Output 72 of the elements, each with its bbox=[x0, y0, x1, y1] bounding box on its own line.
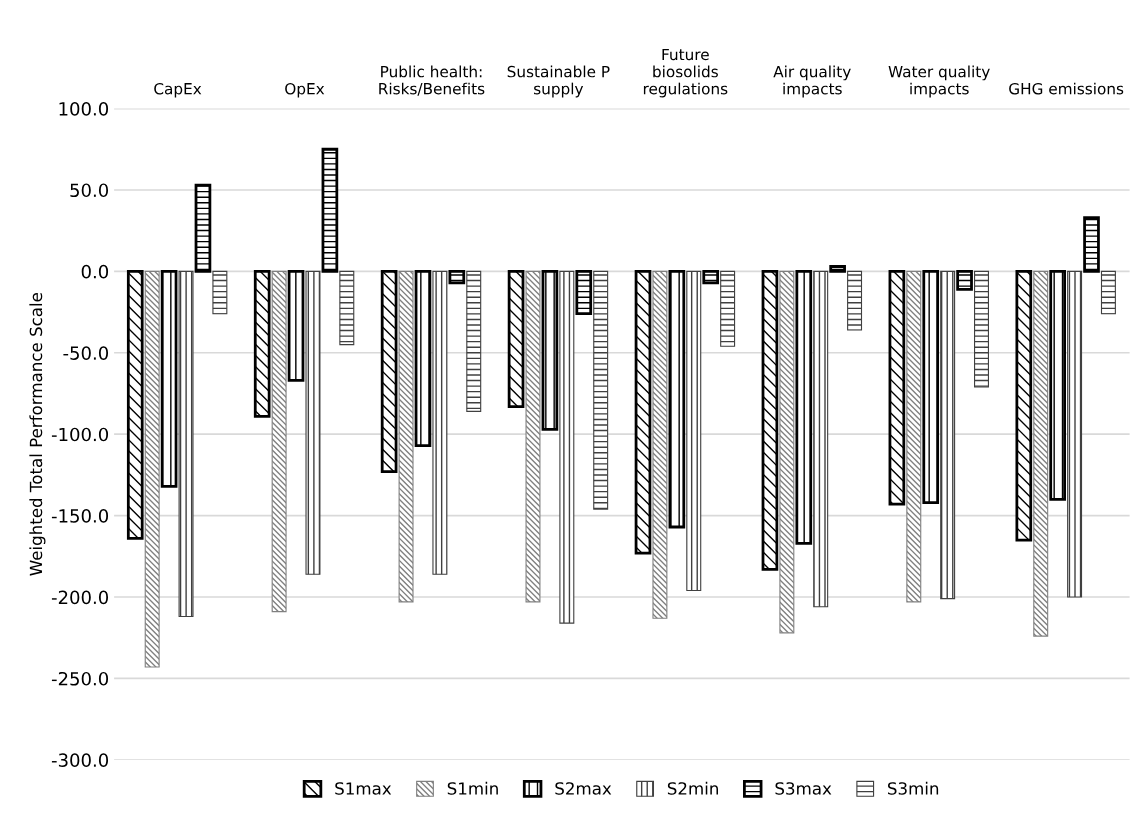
bar bbox=[448, 269, 466, 285]
y-tick-label: -50.0 bbox=[63, 346, 109, 360]
y-tick-label: -150.0 bbox=[51, 509, 109, 523]
y-tick-label: 100.0 bbox=[59, 102, 109, 116]
bar bbox=[956, 269, 973, 291]
x-tick-label: Future biosolids regulations bbox=[643, 48, 728, 98]
bar bbox=[339, 270, 355, 346]
bar bbox=[432, 270, 448, 575]
x-tick-label: Public health: Risks/Benefits bbox=[379, 65, 485, 96]
bar bbox=[575, 269, 593, 316]
bar bbox=[720, 270, 736, 347]
y-tick-label: -200.0 bbox=[51, 590, 109, 605]
legend-label: S3max bbox=[775, 782, 832, 795]
bar bbox=[795, 269, 813, 545]
bar bbox=[779, 270, 795, 634]
bar bbox=[253, 269, 271, 418]
bar bbox=[813, 270, 829, 608]
bar bbox=[144, 270, 160, 668]
legend-label: S1max bbox=[335, 782, 392, 795]
bar bbox=[541, 269, 559, 431]
legend-label: S1min bbox=[447, 781, 498, 795]
bar bbox=[271, 270, 287, 613]
bar bbox=[888, 269, 906, 506]
bar bbox=[321, 147, 339, 273]
bar bbox=[593, 270, 609, 510]
bar bbox=[126, 269, 144, 540]
bar bbox=[761, 269, 779, 571]
bar bbox=[1067, 270, 1083, 598]
x-tick-label: CapEx bbox=[154, 82, 202, 98]
y-axis-title: Weighted Total Performance Scale bbox=[29, 293, 46, 576]
y-tick-label: -250.0 bbox=[51, 671, 109, 686]
bar bbox=[525, 270, 541, 603]
y-tick-label: 50.0 bbox=[70, 183, 109, 198]
x-tick-label: Sustainable P supply bbox=[507, 65, 610, 98]
bar bbox=[466, 270, 482, 412]
bar bbox=[686, 270, 702, 592]
bar bbox=[212, 270, 228, 315]
bar bbox=[1049, 269, 1066, 501]
bar bbox=[847, 270, 863, 331]
bar bbox=[652, 270, 668, 619]
bar bbox=[414, 269, 432, 447]
x-tick-label: Air quality impacts bbox=[773, 65, 851, 98]
bar bbox=[1083, 216, 1100, 273]
bar bbox=[178, 270, 194, 618]
bar bbox=[507, 269, 525, 408]
bar bbox=[160, 269, 178, 488]
bar bbox=[305, 270, 321, 575]
bar bbox=[668, 269, 686, 529]
bar bbox=[702, 269, 720, 285]
legend-label: S2min bbox=[667, 781, 718, 795]
bar bbox=[1100, 270, 1116, 315]
y-tick-label: 0.0 bbox=[81, 264, 109, 279]
bar bbox=[974, 270, 989, 388]
bar bbox=[922, 269, 940, 504]
bar bbox=[940, 270, 956, 600]
y-tick-label: -300.0 bbox=[51, 753, 109, 767]
x-tick-label: GHG emissions bbox=[1009, 82, 1124, 95]
legend-label: S3min bbox=[888, 781, 939, 795]
bar bbox=[1033, 270, 1049, 637]
bar bbox=[194, 183, 212, 273]
bar bbox=[906, 270, 922, 603]
bar bbox=[634, 269, 652, 555]
bar bbox=[287, 269, 305, 382]
x-tick-label: Water quality impacts bbox=[888, 65, 990, 98]
legend-label: S2max bbox=[555, 782, 612, 795]
bar bbox=[398, 270, 414, 603]
bar bbox=[559, 270, 575, 624]
y-tick-label: -100.0 bbox=[51, 427, 109, 442]
bar bbox=[1015, 269, 1033, 542]
x-tick-label: OpEx bbox=[285, 82, 325, 98]
bar bbox=[829, 265, 846, 273]
bar bbox=[380, 269, 398, 474]
